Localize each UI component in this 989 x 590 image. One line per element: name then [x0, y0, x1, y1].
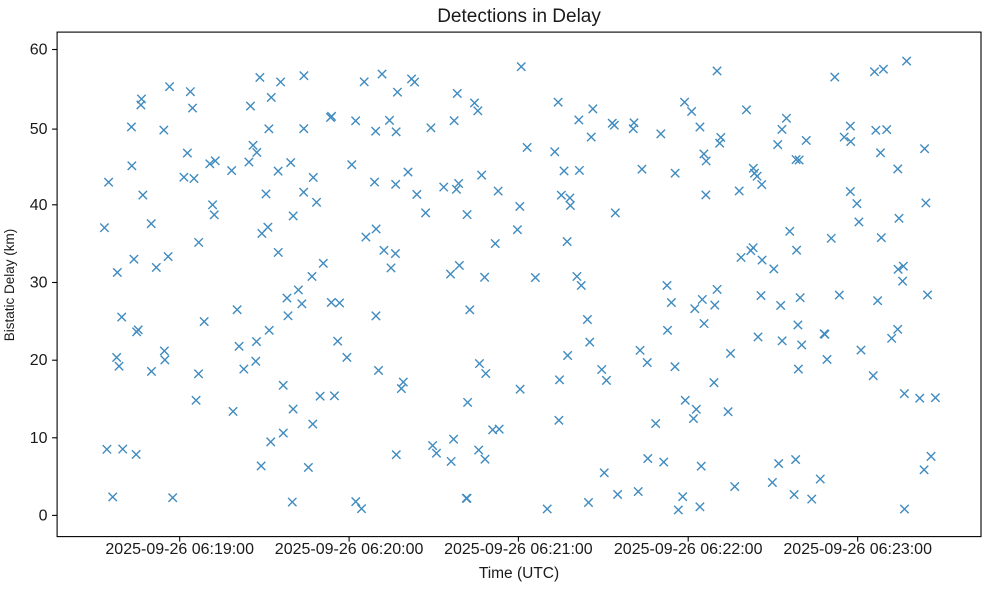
svg-text:50: 50 — [30, 121, 48, 138]
svg-text:2025-09-26 06:21:00: 2025-09-26 06:21:00 — [444, 541, 593, 558]
svg-text:20: 20 — [30, 352, 48, 369]
svg-text:30: 30 — [30, 275, 48, 292]
svg-text:2025-09-26 06:22:00: 2025-09-26 06:22:00 — [614, 541, 763, 558]
svg-text:40: 40 — [30, 197, 48, 214]
svg-text:2025-09-26 06:19:00: 2025-09-26 06:19:00 — [105, 541, 254, 558]
svg-text:2025-09-26 06:20:00: 2025-09-26 06:20:00 — [275, 541, 424, 558]
svg-text:10: 10 — [30, 430, 48, 447]
svg-text:0: 0 — [39, 507, 48, 524]
svg-text:2025-09-26 06:23:00: 2025-09-26 06:23:00 — [783, 541, 932, 558]
svg-text:60: 60 — [30, 42, 48, 59]
